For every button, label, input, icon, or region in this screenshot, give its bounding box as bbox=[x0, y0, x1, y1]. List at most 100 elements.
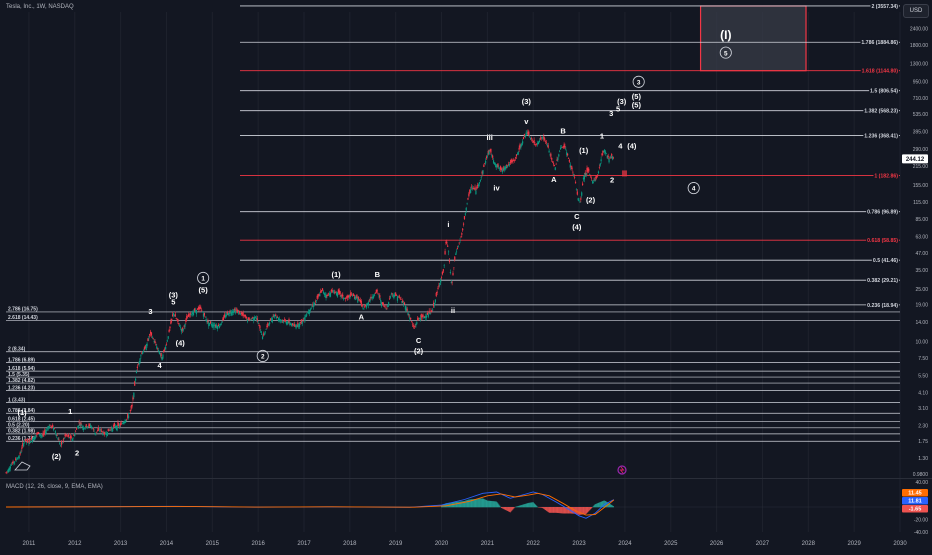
candle-body bbox=[201, 310, 202, 311]
candle-body bbox=[441, 277, 442, 278]
candle-body bbox=[192, 312, 193, 316]
candle-body bbox=[25, 439, 26, 441]
candle-body bbox=[471, 187, 472, 188]
fib-level-label: 0.618 (58.85) bbox=[867, 238, 898, 244]
candle-body bbox=[438, 285, 439, 286]
candle-body bbox=[165, 347, 166, 349]
price-axis-tick: 5.50 bbox=[918, 374, 928, 380]
candle-body bbox=[101, 429, 102, 430]
candle-body bbox=[377, 293, 378, 294]
symbol-title: Tesla, Inc., 1W, NASDAQ bbox=[6, 4, 74, 10]
candle-body bbox=[119, 425, 120, 426]
candle-body bbox=[598, 171, 599, 172]
candle-body bbox=[53, 428, 54, 431]
macd-histogram-bar bbox=[596, 504, 597, 508]
candle-body bbox=[125, 420, 126, 421]
candle-body bbox=[358, 297, 359, 299]
candle-body bbox=[49, 426, 50, 429]
candle-body bbox=[452, 282, 453, 283]
macd-histogram-bar bbox=[533, 502, 534, 507]
macd-axis-tick: -20.00 bbox=[914, 518, 928, 524]
candle-body bbox=[335, 292, 336, 293]
macd-histogram-bar bbox=[477, 499, 478, 508]
candle-body bbox=[548, 145, 549, 147]
candle-body bbox=[366, 305, 367, 308]
price-axis-tick: 2400.00 bbox=[910, 26, 928, 32]
candle-body bbox=[487, 156, 488, 157]
time-axis-tick: 2015 bbox=[206, 541, 220, 547]
macd-histogram-bar bbox=[549, 507, 550, 513]
candle-body bbox=[522, 141, 523, 143]
candle-body bbox=[54, 428, 55, 429]
candle-body bbox=[481, 177, 482, 178]
candle-body bbox=[485, 161, 486, 164]
candle-body bbox=[437, 288, 438, 290]
candle-body bbox=[146, 344, 147, 346]
candle-body bbox=[169, 330, 170, 332]
macd-histogram-bar bbox=[583, 507, 584, 514]
macd-histogram-bar bbox=[480, 499, 481, 508]
candle-body bbox=[574, 177, 575, 178]
macd-histogram-bar bbox=[561, 507, 562, 513]
candle-body bbox=[43, 433, 44, 434]
candle-body bbox=[107, 432, 108, 436]
candle-body bbox=[311, 307, 312, 308]
candle-body bbox=[509, 164, 510, 166]
candle-body bbox=[176, 318, 177, 319]
time-axis-tick: 2027 bbox=[756, 541, 770, 547]
currency-button[interactable]: USD bbox=[903, 4, 929, 18]
macd-histogram-bar bbox=[560, 507, 561, 513]
candle-body bbox=[305, 316, 306, 317]
wave-label: 4 bbox=[157, 361, 162, 370]
candle-body bbox=[529, 137, 530, 138]
macd-histogram-bar bbox=[540, 507, 541, 508]
candle-body bbox=[368, 302, 369, 305]
candle-body bbox=[285, 320, 286, 321]
pane-divider[interactable] bbox=[0, 478, 932, 479]
candle-body bbox=[462, 229, 463, 231]
wave-label: A bbox=[359, 312, 365, 321]
macd-histogram-bar bbox=[531, 502, 532, 507]
candle-body bbox=[189, 316, 190, 317]
candle-body bbox=[437, 292, 438, 293]
candle-body bbox=[108, 429, 109, 431]
candle-body bbox=[502, 169, 503, 172]
macd-histogram-bar bbox=[567, 507, 568, 513]
candle-body bbox=[81, 426, 82, 427]
candle-body bbox=[185, 320, 186, 322]
candle-body bbox=[467, 198, 468, 200]
candle-body bbox=[278, 318, 279, 321]
candle-body bbox=[444, 251, 445, 254]
macd-histogram-bar bbox=[459, 502, 460, 508]
candle-body bbox=[373, 295, 374, 297]
candle-body bbox=[428, 314, 429, 316]
candle-body bbox=[351, 294, 352, 295]
candle-body bbox=[264, 333, 265, 334]
target-zone-box[interactable] bbox=[701, 6, 806, 71]
candle-body bbox=[5, 472, 6, 473]
candle-body bbox=[556, 164, 557, 165]
candle-body bbox=[429, 313, 430, 315]
price-axis-tick: 155.00 bbox=[913, 183, 929, 189]
macd-signal-line[interactable] bbox=[6, 493, 614, 515]
fib-level-label: 1.786 (6.89) bbox=[8, 357, 35, 363]
candle-body bbox=[385, 307, 386, 308]
candle-body bbox=[422, 315, 423, 317]
time-axis-tick: 2030 bbox=[893, 541, 907, 547]
candle-body bbox=[455, 254, 456, 255]
drawing-arrow-icon[interactable] bbox=[15, 462, 30, 470]
macd-value-label: -1.65 bbox=[909, 507, 922, 513]
macd-indicator-label[interactable]: MACD (12, 26, close, 9, EMA, EMA) bbox=[6, 484, 103, 490]
candle-body bbox=[146, 346, 147, 350]
macd-histogram-bar bbox=[568, 507, 569, 513]
candle-body bbox=[601, 153, 602, 155]
candle-body bbox=[200, 307, 201, 308]
macd-histogram-bar bbox=[564, 507, 565, 513]
wave-label: 5 bbox=[171, 298, 175, 307]
candle-body bbox=[611, 154, 612, 156]
candle-body bbox=[118, 425, 119, 426]
candle-body bbox=[369, 301, 370, 302]
macd-histogram-bar bbox=[599, 502, 600, 507]
